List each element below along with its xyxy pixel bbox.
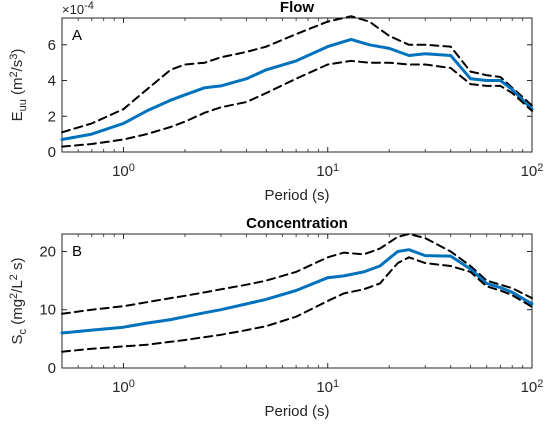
- concentration-x-tick-label: 102: [521, 378, 544, 396]
- concentration-plot-frame: [61, 233, 533, 369]
- flow-y-tick-label: 6: [48, 37, 56, 54]
- flow-y-tick-label: 4: [48, 73, 56, 90]
- concentration-mean-line: [60, 248, 534, 335]
- flow-x-tick-label: 101: [316, 162, 339, 180]
- flow-y-tick-label: 0: [48, 144, 56, 161]
- concentration-panel-label: B: [72, 243, 82, 260]
- concentration-x-tick-label: 100: [112, 378, 135, 396]
- concentration-upper-bound-line: [61, 233, 533, 315]
- flow-lower-bound-line: [61, 59, 533, 148]
- flow-panel-label: A: [72, 27, 82, 44]
- flow-mean-line: [60, 37, 534, 141]
- flow-y-axis-label: Euu (m2/s3): [8, 49, 29, 122]
- flow-x-tick-label: 100: [112, 162, 135, 180]
- flow-x-tick-label: 102: [521, 162, 544, 180]
- concentration-x-tick-label: 101: [316, 378, 339, 396]
- concentration-y-tick-label: 10: [39, 302, 56, 319]
- concentration-y-axis-label: Sc (mg2/L2 s): [8, 258, 29, 345]
- concentration-lower-bound-line: [61, 256, 533, 353]
- concentration-x-axis-label: Period (s): [264, 403, 329, 420]
- flow-y-tick-label: 2: [48, 108, 56, 125]
- flow-plot-frame: [61, 17, 533, 153]
- concentration-y-tick-label: 20: [39, 243, 56, 260]
- flow-title: Flow: [280, 0, 314, 16]
- flow-y-multiplier: ×10-4: [62, 0, 94, 17]
- concentration-title: Concentration: [246, 215, 348, 232]
- concentration-y-tick-label: 0: [48, 360, 56, 377]
- flow-x-axis-label: Period (s): [264, 187, 329, 204]
- flow-upper-bound-line: [61, 15, 533, 134]
